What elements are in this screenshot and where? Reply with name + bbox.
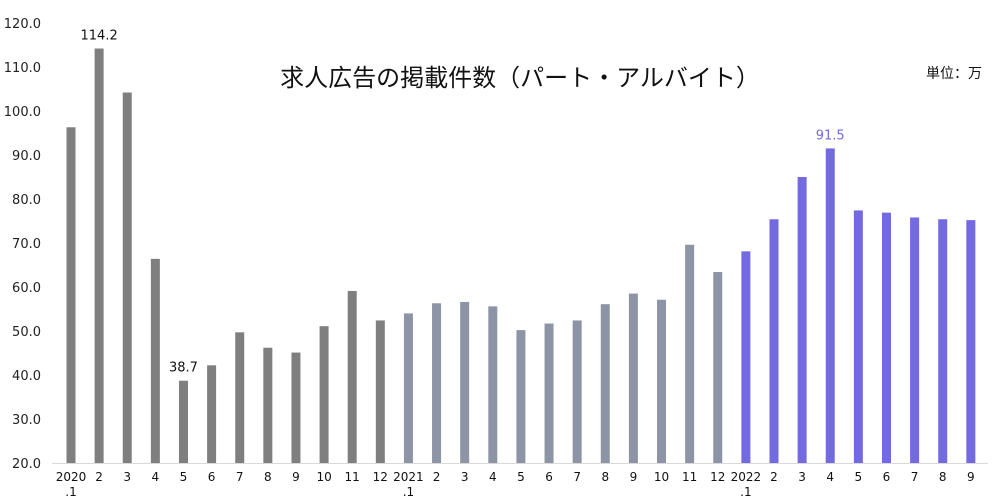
x-axis-ticks: 2020.12 3 4 5 6 7 8 9 10 11 12 2021.12 3 4 5 6 7 8 9 10 11 12… [56,470,975,499]
bar [291,352,301,463]
x-tick-label: 11 [345,470,360,484]
bar [375,320,385,463]
x-tick-sublabel: .1 [65,485,76,499]
bar [600,304,610,463]
x-tick-label: 5 [855,470,863,484]
y-tick-label: 40.0 [12,369,41,384]
y-tick-label: 60.0 [12,281,41,296]
bar [825,148,835,463]
bar [178,380,188,463]
x-tick-label: 3 [798,470,806,484]
bar [713,272,723,463]
x-tick-label: 4 [489,470,497,484]
data-label: 91.5 [816,128,845,143]
x-tick-label: 3 [123,470,131,484]
x-tick-label: 6 [883,470,891,484]
bar [66,127,76,463]
bar [488,306,498,463]
x-tick-label: 6 [545,470,553,484]
x-tick-label: 8 [939,470,947,484]
bar [797,177,807,463]
bar [516,330,526,463]
x-tick-label: 10 [654,470,669,484]
bar [263,347,273,463]
y-tick-label: 80.0 [12,193,41,208]
bar [432,303,442,463]
x-tick-label: 4 [152,470,160,484]
bar [319,326,329,463]
x-tick-label: 7 [911,470,919,484]
x-tick-label: 2 [95,470,103,484]
bar [207,365,217,463]
x-tick-label: 11 [682,470,697,484]
x-tick-label: 2022 [731,470,762,484]
x-tick-label: 9 [292,470,300,484]
bar [741,251,751,463]
bar [938,219,948,463]
y-tick-label: 100.0 [4,105,41,120]
x-tick-label: 2 [770,470,778,484]
unit-label: 単位：万 [926,66,982,82]
x-tick-label: 7 [236,470,244,484]
x-tick-label: 4 [826,470,834,484]
x-tick-label: 8 [264,470,272,484]
x-tick-label: 9 [967,470,975,484]
data-label: 38.7 [169,361,198,376]
y-tick-label: 30.0 [12,413,41,428]
x-tick-label: 9 [630,470,638,484]
bars [66,48,976,464]
chart-title: 求人広告の掲載件数（パート・アルバイト） [280,64,760,92]
y-tick-label: 110.0 [4,61,41,76]
x-tick-label: 2020 [56,470,87,484]
y-tick-label: 90.0 [12,149,41,164]
x-tick-label: 10 [316,470,331,484]
y-axis-ticks: 20.0 30.0 40.0 50.0 60.0 70.0 80.0 90.0 100.0 110… [4,17,41,472]
y-tick-label: 70.0 [12,237,41,252]
bar [150,258,160,463]
x-tick-sublabel: .1 [740,485,751,499]
y-tick-label: 120.0 [4,17,41,32]
data-label: 114.2 [81,29,118,44]
x-tick-label: 5 [517,470,525,484]
bar [94,48,104,464]
x-tick-label: 12 [373,470,388,484]
bar [122,92,132,464]
bar [769,219,779,463]
data-labels: 114.2 38.7 91.5 [81,29,845,376]
bar [966,220,976,463]
x-tick-label: 6 [208,470,216,484]
bar [853,210,863,463]
x-tick-label: 8 [601,470,609,484]
x-tick-label: 2 [433,470,441,484]
bar [881,212,891,463]
bar [910,217,920,463]
bar [572,320,582,463]
x-tick-label: 2021 [393,470,424,484]
bar [235,332,245,463]
x-tick-label: 3 [461,470,469,484]
bar [685,244,695,463]
bar [403,313,413,463]
y-tick-label: 20.0 [12,457,41,472]
x-tick-sublabel: .1 [403,485,414,499]
bar [628,293,638,463]
x-tick-label: 12 [710,470,725,484]
bar [460,301,470,463]
bar [347,290,357,463]
x-tick-label: 7 [573,470,581,484]
bar [544,323,554,463]
x-tick-label: 5 [180,470,188,484]
y-tick-label: 50.0 [12,325,41,340]
bar [657,299,667,463]
